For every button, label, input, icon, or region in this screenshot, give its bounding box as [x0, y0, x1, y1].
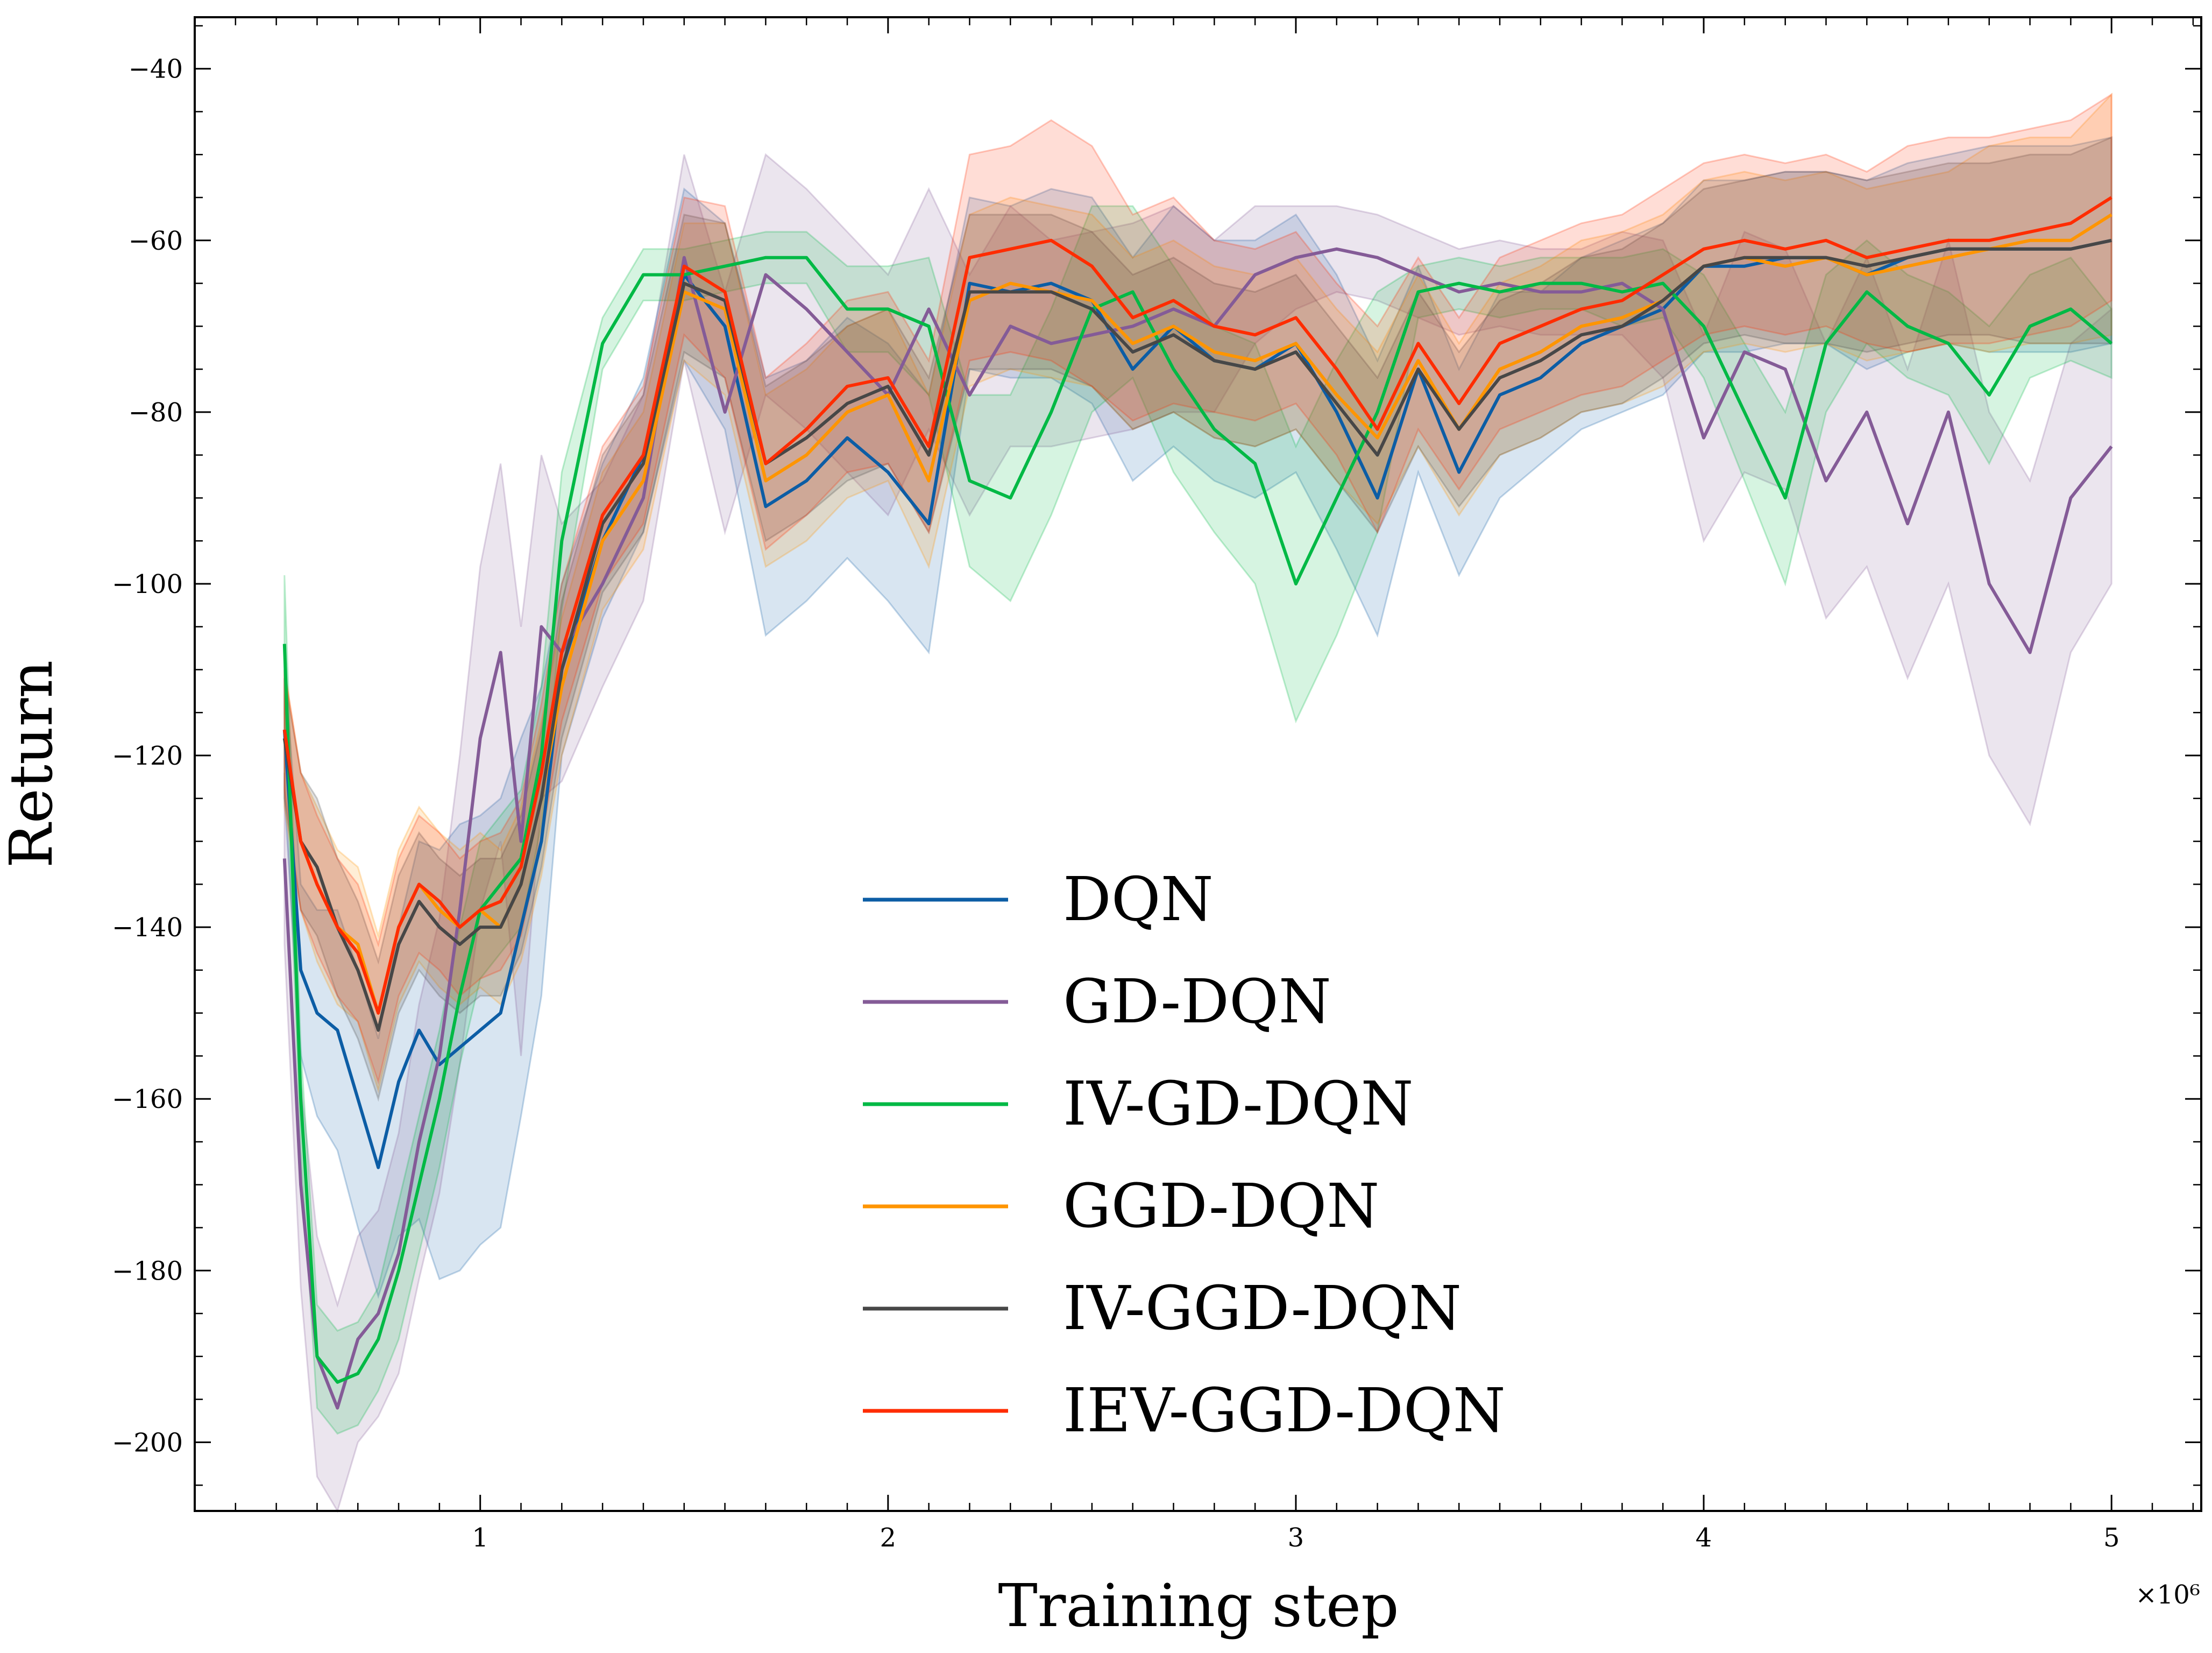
y-tick-label: −140: [112, 913, 183, 943]
series-line-iv-gd-dqn: [282, 256, 2113, 1384]
x-tick-label: 1: [472, 1523, 488, 1553]
band-ggd-dqn: [283, 92, 2112, 1094]
series-line-iv-ggd-dqn: [282, 238, 2112, 1032]
legend-label: DQN: [1063, 865, 1214, 935]
legend-label: IV-GD-DQN: [1063, 1069, 1414, 1139]
legend-label: GD-DQN: [1063, 967, 1331, 1037]
legend: DQN GD-DQN IV-GD-DQN GGD-DQN IV-GGD-DQN IEV-G…: [863, 865, 1506, 1446]
x-axis-multiplier: ×10⁶: [2135, 1580, 2200, 1610]
series-line-gd-dqn: [282, 247, 2113, 1410]
legend-label: IV-GGD-DQN: [1063, 1274, 1462, 1344]
band-iv-gd-dqn: [283, 205, 2112, 1435]
x-axis-title: Training step: [998, 1571, 1399, 1640]
series-lines: [282, 196, 2113, 1410]
axis-ticks: [195, 17, 2201, 1511]
plot-frame: [194, 16, 2202, 1512]
legend-label: IEV-GGD-DQN: [1063, 1376, 1506, 1446]
y-tick-label: −40: [129, 54, 183, 84]
y-tick-label: −60: [129, 226, 183, 256]
y-axis-title: Return: [0, 660, 66, 868]
y-tick-label: −120: [112, 741, 183, 771]
band-iev-ggd-dqn: [283, 93, 2112, 1085]
tick-labels: 1 2 3 4 5 −200 −180 −160 −140 −120 −100 −80 −60 −40: [112, 54, 2119, 1553]
y-tick-label: −80: [129, 398, 183, 428]
x-tick-label: 4: [1696, 1523, 1712, 1553]
series-line-iev-ggd-dqn: [282, 196, 2112, 1015]
legend-label: GGD-DQN: [1063, 1171, 1379, 1241]
series-line-dqn: [282, 238, 2112, 1169]
y-tick-label: −200: [112, 1428, 183, 1458]
y-tick-label: −100: [112, 569, 183, 599]
x-tick-label: 5: [2103, 1523, 2120, 1553]
band-gd-dqn: [283, 153, 2112, 1513]
y-tick-label: −180: [112, 1256, 183, 1286]
y-tick-label: −160: [112, 1084, 183, 1114]
x-tick-label: 2: [880, 1523, 897, 1553]
x-tick-label: 3: [1288, 1523, 1304, 1553]
